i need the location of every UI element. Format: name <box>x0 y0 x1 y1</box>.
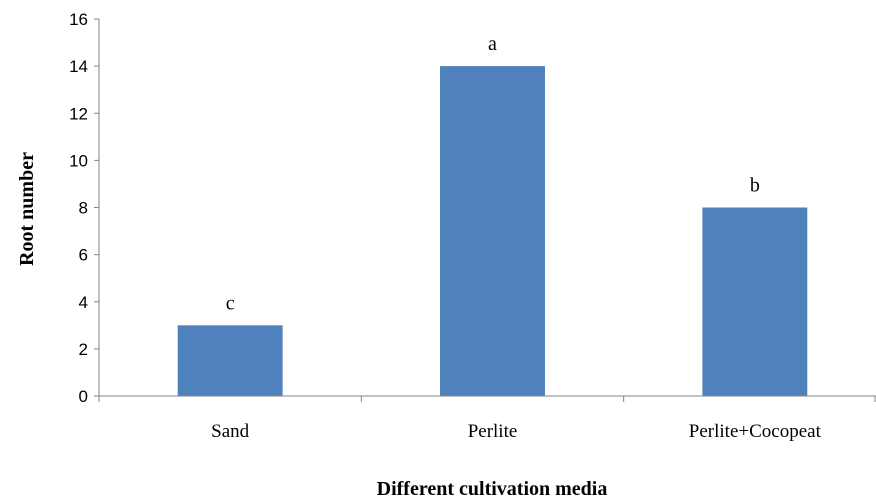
y-tick-label: 8 <box>79 199 88 218</box>
y-tick-label: 14 <box>69 57 88 76</box>
y-tick-label: 16 <box>69 10 88 29</box>
y-tick-label: 6 <box>79 246 88 265</box>
y-axis-ticks: 0 2 4 6 8 10 12 14 16 <box>69 10 99 406</box>
x-tick-label: Perlite+Cocopeat <box>689 421 822 442</box>
bar-significance-label: a <box>488 33 497 55</box>
y-tick-label: 0 <box>79 387 88 406</box>
y-axis-title: Root number <box>16 152 38 266</box>
y-tick-label: 2 <box>79 340 88 359</box>
x-axis-ticks: Sand Perlite Perlite+Cocopeat <box>98 396 876 442</box>
y-tick-label: 4 <box>79 293 88 312</box>
y-tick-label: 12 <box>69 104 88 123</box>
bars: c a b <box>177 33 808 396</box>
bar <box>440 66 545 396</box>
bar <box>177 325 283 396</box>
bar-significance-label: c <box>226 292 235 314</box>
y-tick-label: 10 <box>69 151 88 170</box>
x-axis-title: Different cultivation media <box>377 478 608 498</box>
bar <box>702 207 808 396</box>
bar-significance-label: b <box>750 175 760 197</box>
x-tick-label: Perlite <box>468 421 518 442</box>
x-tick-label: Sand <box>211 421 250 442</box>
